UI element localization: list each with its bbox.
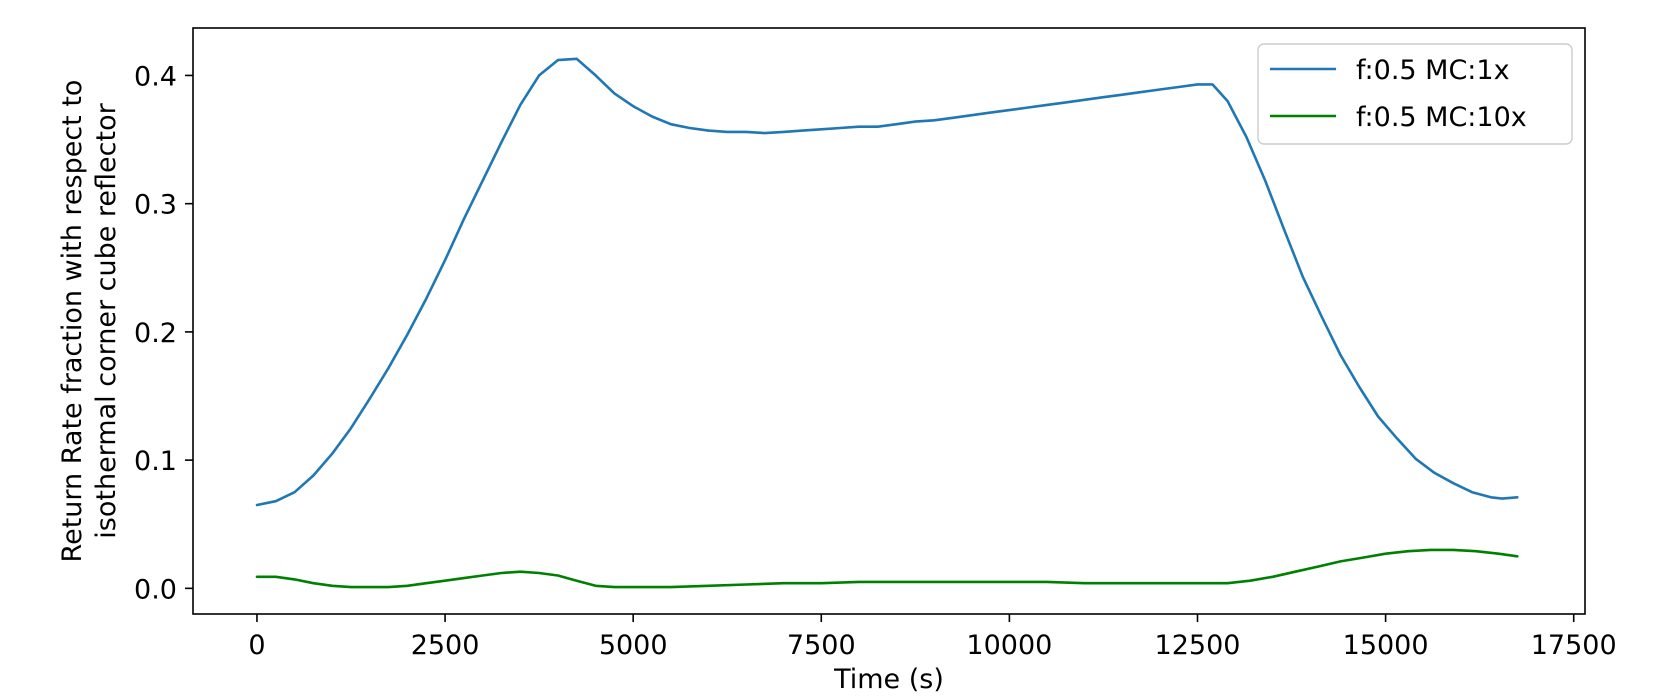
x-tick-label: 12500 <box>1155 630 1241 661</box>
x-axis-ticks: 0 2500 5000 7500 10000 12500 15000 17500 <box>248 614 1617 661</box>
series-line-2 <box>255 548 1519 589</box>
x-tick-label: 5000 <box>599 630 668 661</box>
legend-label-series-1: f:0.5 MC:1x <box>1356 55 1510 86</box>
x-axis-title: Time (s) <box>833 664 944 695</box>
plot-area <box>255 57 1519 589</box>
legend-frame <box>1257 43 1573 145</box>
y-tick-label: 0.0 <box>134 574 177 605</box>
y-tick-label: 0.2 <box>134 318 177 349</box>
y-axis-ticks: 0.0 0.1 0.2 0.3 0.4 <box>134 61 193 605</box>
x-tick-label: 0 <box>248 630 265 661</box>
x-tick-label: 17500 <box>1531 630 1617 661</box>
series-line-1 <box>255 57 1519 507</box>
legend: f:0.5 MC:1x f:0.5 MC:10x <box>1257 43 1573 145</box>
legend-label-series-2: f:0.5 MC:10x <box>1356 102 1527 133</box>
y-axis-title-line-1: Return Rate fraction with respect to <box>57 80 88 563</box>
x-tick-label: 2500 <box>411 630 480 661</box>
y-axis-title-line-2: isothermal corner cube reflector <box>91 102 122 538</box>
axes-frame <box>192 27 1586 615</box>
y-tick-label: 0.1 <box>134 446 177 477</box>
y-tick-label: 0.4 <box>134 61 177 92</box>
x-tick-label: 7500 <box>787 630 856 661</box>
x-tick-label: 15000 <box>1343 630 1429 661</box>
x-tick-label: 10000 <box>966 630 1052 661</box>
y-tick-label: 0.3 <box>134 190 177 221</box>
